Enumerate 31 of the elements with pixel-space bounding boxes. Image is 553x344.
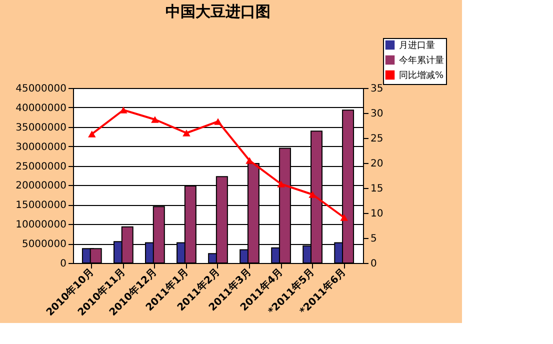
- y-tick-label: 5000000: [22, 239, 66, 250]
- point: [277, 180, 285, 188]
- y2-tick-label: 30: [370, 108, 384, 120]
- point: [340, 214, 348, 221]
- y-tick-label: 15000000: [16, 200, 66, 212]
- y2-tick-label: 10: [370, 208, 384, 220]
- legend-label: 今年累计量: [399, 55, 444, 66]
- chart-title: 中国大豆进口图: [166, 2, 270, 20]
- y-tick-label: 20000000: [16, 180, 66, 192]
- point: [151, 116, 159, 123]
- y-tick-label: 40000000: [16, 102, 66, 114]
- y-tick-label: 45000000: [16, 84, 66, 94]
- y2-tick-label: 25: [370, 134, 384, 144]
- y-tick-label: 30000000: [16, 142, 66, 153]
- y2-tick-label: 20: [370, 158, 384, 170]
- y2-tick-label: 35: [370, 84, 384, 94]
- y-tick-label: 25000000: [16, 161, 66, 172]
- point: [120, 106, 128, 114]
- point: [88, 130, 96, 138]
- y2-tick-label: 15: [370, 184, 384, 194]
- y2-tick-label: 0: [370, 258, 377, 270]
- point: [308, 191, 316, 198]
- point: [246, 157, 254, 164]
- legend-label: 月进口量: [399, 40, 435, 51]
- y2-tick-label: 5: [370, 234, 377, 244]
- y-tick-label: 0: [60, 258, 66, 270]
- point: [214, 118, 222, 125]
- y-tick-label: 35000000: [16, 122, 66, 134]
- y-tick-label: 10000000: [16, 220, 66, 231]
- point: [182, 130, 190, 136]
- legend-label: 同比增减%: [399, 70, 444, 81]
